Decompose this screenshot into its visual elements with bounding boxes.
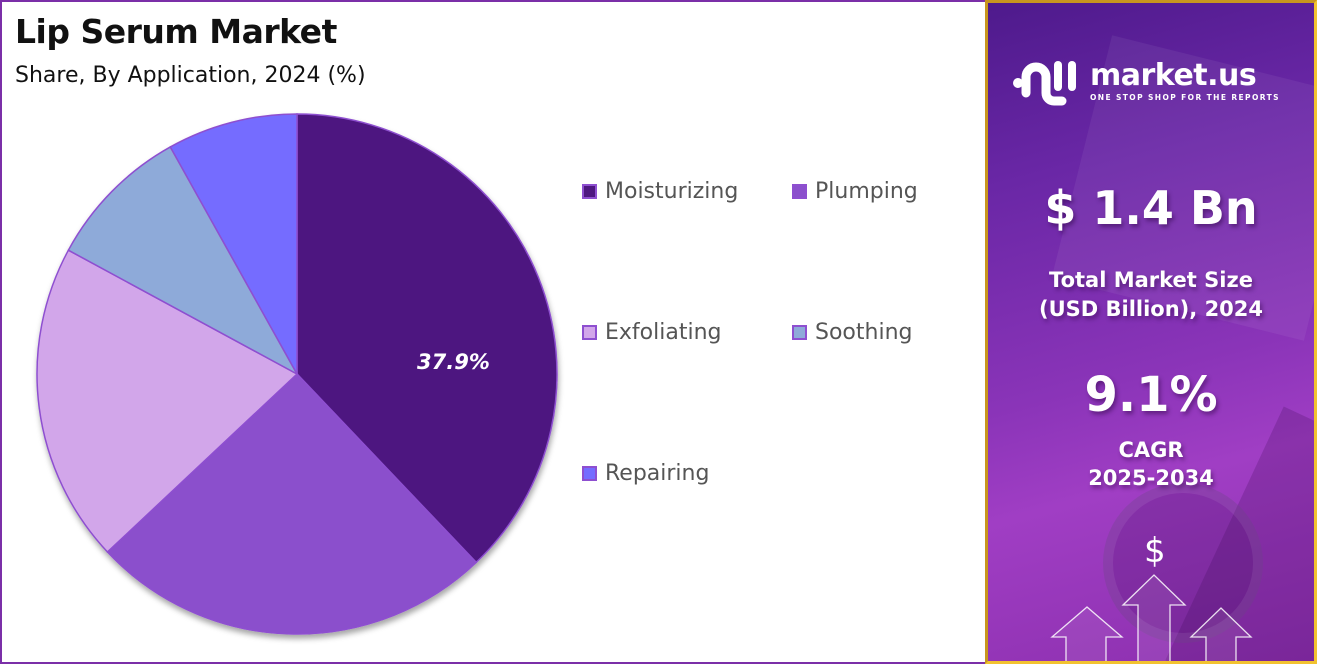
- dollar-icon: $: [1144, 531, 1166, 571]
- legend-label: Plumping: [815, 179, 918, 204]
- legend-swatch: [582, 466, 597, 481]
- pie-slice-moisturizing: [296, 113, 558, 564]
- legend-item-plumping: Plumping: [792, 179, 918, 204]
- legend-swatch: [582, 184, 597, 199]
- cagr-value: 9.1%: [1084, 367, 1218, 423]
- legend-item-soothing: Soothing: [792, 320, 912, 345]
- summary-panel: market.us ONE STOP SHOP FOR THE REPORTS …: [985, 0, 1317, 664]
- chart-subtitle: Share, By Application, 2024 (%): [15, 63, 366, 88]
- coffee-cup-decor: [1103, 483, 1263, 643]
- brand-tagline: ONE STOP SHOP FOR THE REPORTS: [1090, 92, 1280, 102]
- pie-slice-plumping: [106, 372, 478, 635]
- market-size-label-2: (USD Billion), 2024: [1038, 297, 1264, 321]
- cagr-label: CAGR: [1118, 438, 1184, 462]
- legend-label: Repairing: [605, 461, 710, 486]
- cagr-period: 2025-2034: [1088, 466, 1214, 490]
- brand-logo: market.us ONE STOP SHOP FOR THE REPORTS: [1010, 53, 1280, 109]
- legend-item-moisturizing: Moisturizing: [582, 179, 738, 204]
- brand-name: market.us: [1090, 57, 1257, 93]
- legend-label: Exfoliating: [605, 320, 722, 345]
- market-size-value: $ 1.4 Bn: [1044, 181, 1258, 235]
- legend-label: Soothing: [815, 320, 913, 345]
- legend-swatch: [792, 325, 807, 340]
- legend-swatch: [792, 184, 807, 199]
- market-us-logo-icon: [1013, 61, 1076, 106]
- legend-item-exfoliating: Exfoliating: [582, 320, 721, 345]
- legend-label: Moisturizing: [605, 179, 739, 204]
- legend-swatch: [582, 325, 597, 340]
- pie-chart: [36, 113, 558, 635]
- slice-label-moisturizing: 37.9%: [417, 350, 490, 374]
- legend-item-repairing: Repairing: [582, 461, 709, 486]
- chart-title: Lip Serum Market: [15, 12, 337, 51]
- pie-slice-exfoliating: [36, 249, 299, 554]
- market-size-label: Total Market Size: [1049, 268, 1253, 292]
- pie-slice-soothing: [67, 145, 299, 376]
- pie-slice-repairing: [169, 113, 298, 377]
- growth-arrows-icon: [1050, 574, 1253, 661]
